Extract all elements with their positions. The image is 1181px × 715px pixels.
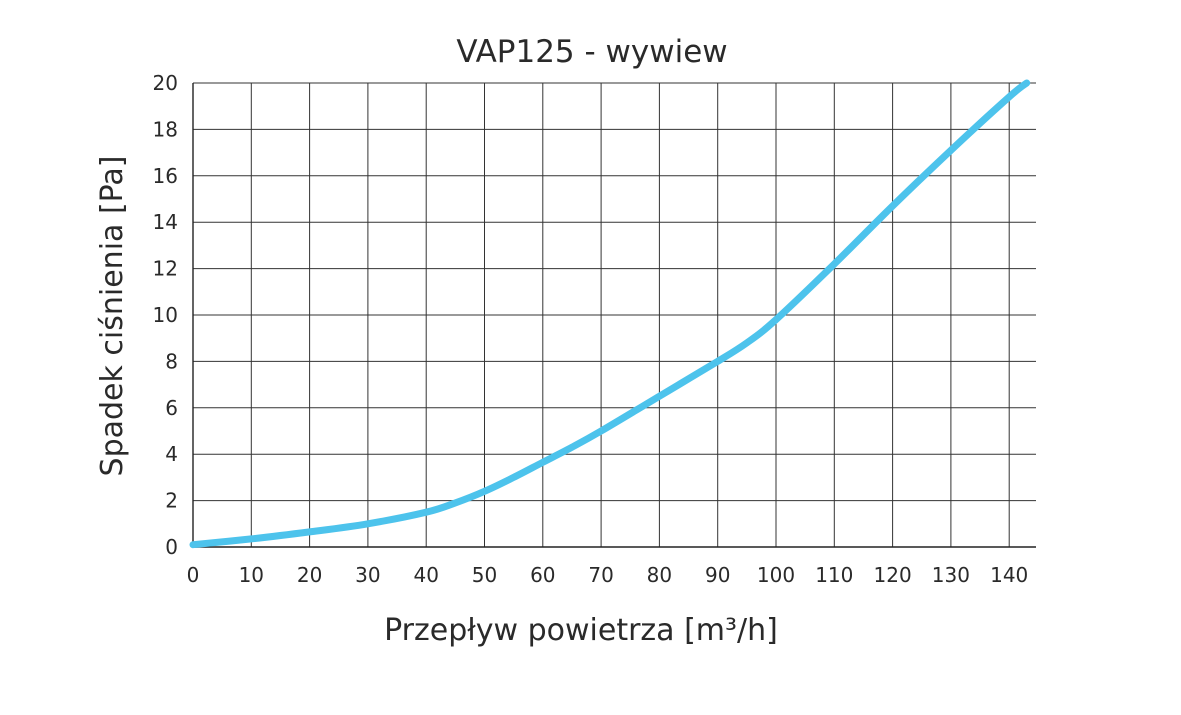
y-tick-label: 6 (165, 396, 178, 420)
chart-title: VAP125 - wywiew (456, 34, 727, 70)
y-tick-label: 12 (153, 257, 178, 281)
x-tick-label: 120 (874, 563, 912, 587)
y-axis-label: Spadek ciśnienia [Pa] (95, 156, 130, 477)
y-tick-label: 0 (165, 535, 178, 559)
x-tick-label: 0 (187, 563, 200, 587)
x-tick-label: 100 (757, 563, 795, 587)
y-tick-label: 14 (153, 210, 178, 234)
tick-labels: 0 2 4 6 8 10 12 14 16 18 20 0 10 20 30 40 50 60 70 80 90 100 1… (153, 71, 1029, 587)
y-tick-label: 10 (153, 303, 178, 327)
y-tick-label: 2 (165, 489, 178, 513)
x-tick-label: 40 (413, 563, 438, 587)
x-tick-label: 140 (990, 563, 1028, 587)
x-tick-label: 130 (932, 563, 970, 587)
y-tick-label: 16 (153, 164, 178, 188)
x-tick-label: 70 (588, 563, 613, 587)
series-line-pressure-drop (189, 79, 1031, 549)
x-tick-label: 90 (705, 563, 730, 587)
y-tick-label: 4 (165, 442, 178, 466)
x-axis-label: Przepływ powietrza [m³/h] (384, 613, 778, 648)
y-tick-label: 8 (165, 349, 178, 373)
x-tick-label: 60 (530, 563, 555, 587)
x-tick-label: 30 (355, 563, 380, 587)
axes (192, 83, 1036, 548)
x-tick-label: 50 (472, 563, 497, 587)
grid (193, 82, 1036, 547)
x-tick-label: 80 (647, 563, 672, 587)
y-tick-label: 20 (153, 71, 178, 95)
y-tick-label: 18 (153, 117, 178, 141)
x-tick-label: 20 (297, 563, 322, 587)
x-tick-label: 10 (239, 563, 264, 587)
x-tick-label: 110 (815, 563, 853, 587)
